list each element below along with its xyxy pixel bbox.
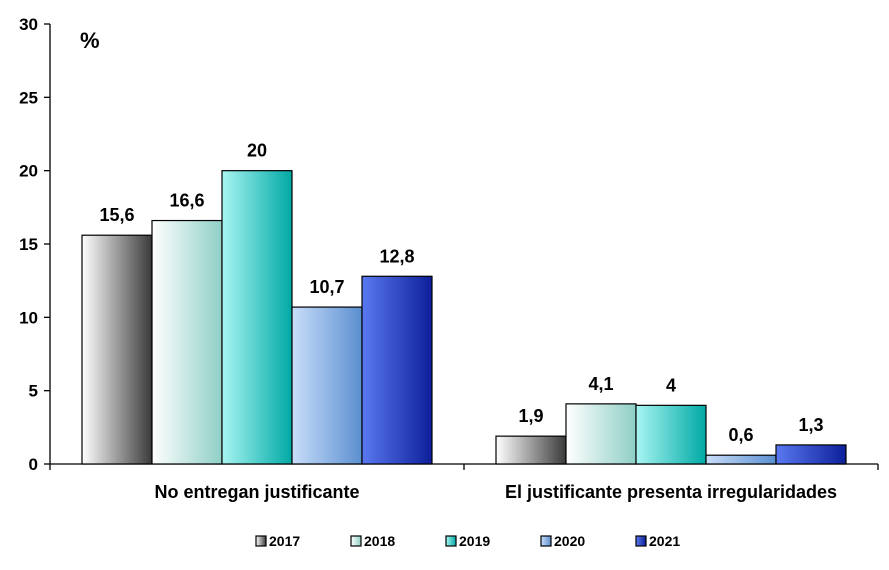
bar-2019-no-entregan — [221, 170, 293, 465]
legend: 2017 2018 2019 2020 2021 — [255, 533, 680, 549]
bar-2021-irregularidades — [775, 444, 847, 465]
bar-2021-no-entregan — [361, 275, 433, 465]
y-tick-label: 0 — [29, 455, 38, 474]
category-label: No entregan justificante — [154, 482, 359, 502]
data-label-2019: 4 — [666, 375, 676, 395]
y-tick-label: 15 — [19, 235, 38, 254]
data-label-2017: 1,9 — [518, 406, 543, 426]
y-tick-label: 30 — [19, 15, 38, 34]
data-label-2018: 4,1 — [588, 374, 613, 394]
y-unit-label: % — [80, 28, 100, 53]
bar-2019-irregularidades — [635, 404, 707, 465]
bar-2020-no-entregan — [291, 306, 363, 465]
data-label-2020: 0,6 — [728, 425, 753, 445]
legend-swatch-2020 — [540, 535, 552, 547]
category-label: El justificante presenta irregularidades — [505, 482, 837, 502]
data-label-2019: 20 — [247, 141, 267, 161]
legend-label-2020: 2020 — [554, 533, 585, 549]
bar-2018-irregularidades — [565, 403, 637, 465]
y-tick-label: 25 — [19, 88, 38, 107]
legend-label-2021: 2021 — [649, 533, 680, 549]
bar-2018-no-entregan — [151, 219, 223, 465]
legend-label-2018: 2018 — [364, 533, 395, 549]
y-tick-label: 20 — [19, 162, 38, 181]
bar-2017-irregularidades — [495, 435, 567, 465]
data-label-2020: 10,7 — [309, 277, 344, 297]
y-tick-label: 5 — [29, 382, 38, 401]
bar-2020-irregularidades — [705, 454, 777, 465]
data-label-2021: 1,3 — [798, 415, 823, 435]
legend-label-2017: 2017 — [269, 533, 300, 549]
data-labels: 15,6 16,6 20 10,7 12,8 1,9 4,1 4 0,6 1,3 — [99, 141, 823, 446]
data-label-2018: 16,6 — [169, 191, 204, 211]
legend-swatch-2017 — [255, 535, 267, 547]
data-label-2017: 15,6 — [99, 205, 134, 225]
axes: 0 5 10 15 20 25 30% No entregan justificante El … — [19, 15, 879, 502]
y-tick-label: 10 — [19, 308, 38, 327]
bars — [81, 170, 847, 465]
legend-label-2019: 2019 — [459, 533, 490, 549]
legend-swatch-2018 — [350, 535, 362, 547]
legend-swatch-2021 — [635, 535, 647, 547]
legend-swatch-2019 — [445, 535, 457, 547]
bar-2017-no-entregan — [81, 234, 153, 465]
data-label-2021: 12,8 — [379, 246, 414, 266]
